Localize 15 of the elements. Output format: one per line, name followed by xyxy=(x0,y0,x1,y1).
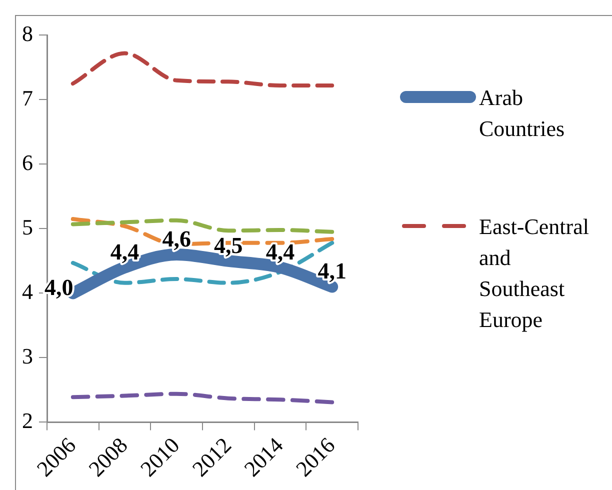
y-tick-label: 7 xyxy=(22,85,33,110)
y-tick-label: 3 xyxy=(22,344,33,368)
legend-label: East-Central and Southeast Europe xyxy=(479,213,590,334)
y-tick-label: 6 xyxy=(22,150,33,175)
legend-label: Arab Countries xyxy=(479,84,566,143)
data-label: 4,4 xyxy=(266,239,296,264)
y-tick-label: 4 xyxy=(22,278,33,304)
data-label: 4,0 xyxy=(44,275,74,300)
y-tick-label: 2 xyxy=(22,408,33,433)
line-series xyxy=(70,51,334,88)
y-tick-label: 5 xyxy=(22,214,33,240)
data-label: 4,1 xyxy=(318,258,346,284)
data-label: 4,4 xyxy=(110,239,140,264)
line-series xyxy=(70,392,334,404)
y-tick-label: 8 xyxy=(22,20,33,46)
